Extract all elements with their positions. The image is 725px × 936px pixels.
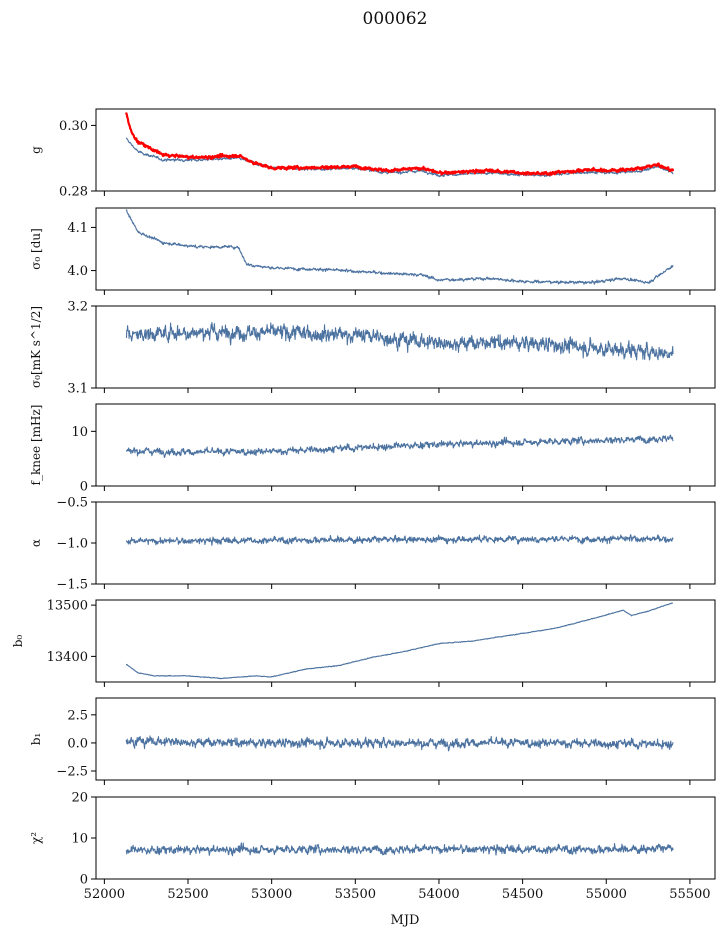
panel-3: 3.1 3.2 σ₀[mK s^1/2] <box>29 300 716 397</box>
y-axis-label: σ₀ [du] <box>29 228 43 270</box>
y-axis-label: α <box>29 539 43 547</box>
y-tick-label: 4.1 <box>67 221 88 236</box>
y-tick-label: 13400 <box>47 650 88 665</box>
y-tick-label: 0 <box>80 480 88 495</box>
y-tick-label: 4.0 <box>67 264 88 279</box>
y-axis-label: σ₀[mK s^1/2] <box>29 306 43 388</box>
series-line-4-1 <box>125 434 674 459</box>
y-tick-label: −1.5 <box>56 578 88 593</box>
x-tick-label: 52000 <box>84 887 125 902</box>
x-tick-label: 54500 <box>502 887 543 902</box>
series-line-1-1 <box>125 137 674 178</box>
series-line-7-1 <box>125 735 674 752</box>
panel-frame <box>95 697 716 781</box>
y-tick-label: 10 <box>71 832 88 847</box>
y-tick-label: 3.2 <box>67 300 88 315</box>
x-tick-label: 55000 <box>586 887 627 902</box>
panel-2: 4.0 4.1 σ₀ [du] <box>29 207 716 295</box>
y-tick-label: 0 <box>80 873 88 888</box>
y-tick-label: 20 <box>71 791 88 806</box>
panel-5: −1.5 −1.0 −0.5 α <box>29 496 716 593</box>
y-axis-label: b₀ <box>11 635 25 648</box>
y-axis-label: χ² <box>29 832 43 844</box>
series-line-8-1 <box>125 842 674 857</box>
y-tick-label: 0.0 <box>67 736 88 751</box>
y-tick-label: 3.1 <box>67 382 88 397</box>
y-tick-label: −2.5 <box>56 765 88 780</box>
panel-frame <box>95 207 716 291</box>
y-axis-label: b₁ <box>29 733 43 746</box>
y-tick-label: 10 <box>71 425 88 440</box>
panel-8: 0 10 20 52000 52500 53000 53500 54000 54500 55000… <box>29 791 716 902</box>
y-tick-label: −0.5 <box>56 496 88 511</box>
y-tick-label: 13500 <box>47 599 88 614</box>
y-tick-label: 0.28 <box>59 185 88 200</box>
series-line-6-1 <box>125 602 674 680</box>
series-line-1-2 <box>125 112 675 176</box>
series-line-2-1 <box>125 209 674 285</box>
panel-1: 0.28 0.30 g <box>29 108 716 200</box>
panel-frame <box>95 108 716 192</box>
panel-frame <box>95 305 716 389</box>
x-tick-label: 54000 <box>418 887 459 902</box>
y-axis-label: f_knee [mHz] <box>29 405 43 486</box>
y-tick-label: 0.30 <box>59 119 88 134</box>
figure-title: 000062 <box>363 9 428 29</box>
x-tick-label: 55500 <box>669 887 710 902</box>
panel-frame <box>95 599 716 683</box>
y-tick-label: −1.0 <box>56 537 88 552</box>
x-tick-label: 52500 <box>167 887 208 902</box>
x-tick-label: 53000 <box>251 887 292 902</box>
y-tick-label: 2.5 <box>67 708 88 723</box>
x-tick-label: 53500 <box>335 887 376 902</box>
series-line-5-1 <box>125 534 674 546</box>
panel-7: −2.5 0.0 2.5 b₁ <box>29 697 716 785</box>
series-line-3-1 <box>125 321 674 361</box>
panel-frame <box>95 796 716 880</box>
panel-frame <box>95 403 716 487</box>
panel-6: 13400 13500 b₀ <box>11 599 716 687</box>
y-axis-label: g <box>29 146 43 154</box>
x-axis-label: MJD <box>391 913 420 928</box>
panel-4: 0 10 f_knee [mHz] <box>29 403 716 495</box>
